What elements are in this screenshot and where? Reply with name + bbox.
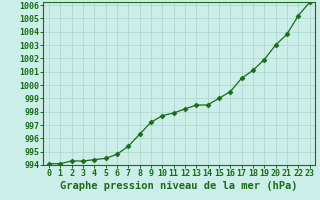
X-axis label: Graphe pression niveau de la mer (hPa): Graphe pression niveau de la mer (hPa) [60, 181, 298, 191]
